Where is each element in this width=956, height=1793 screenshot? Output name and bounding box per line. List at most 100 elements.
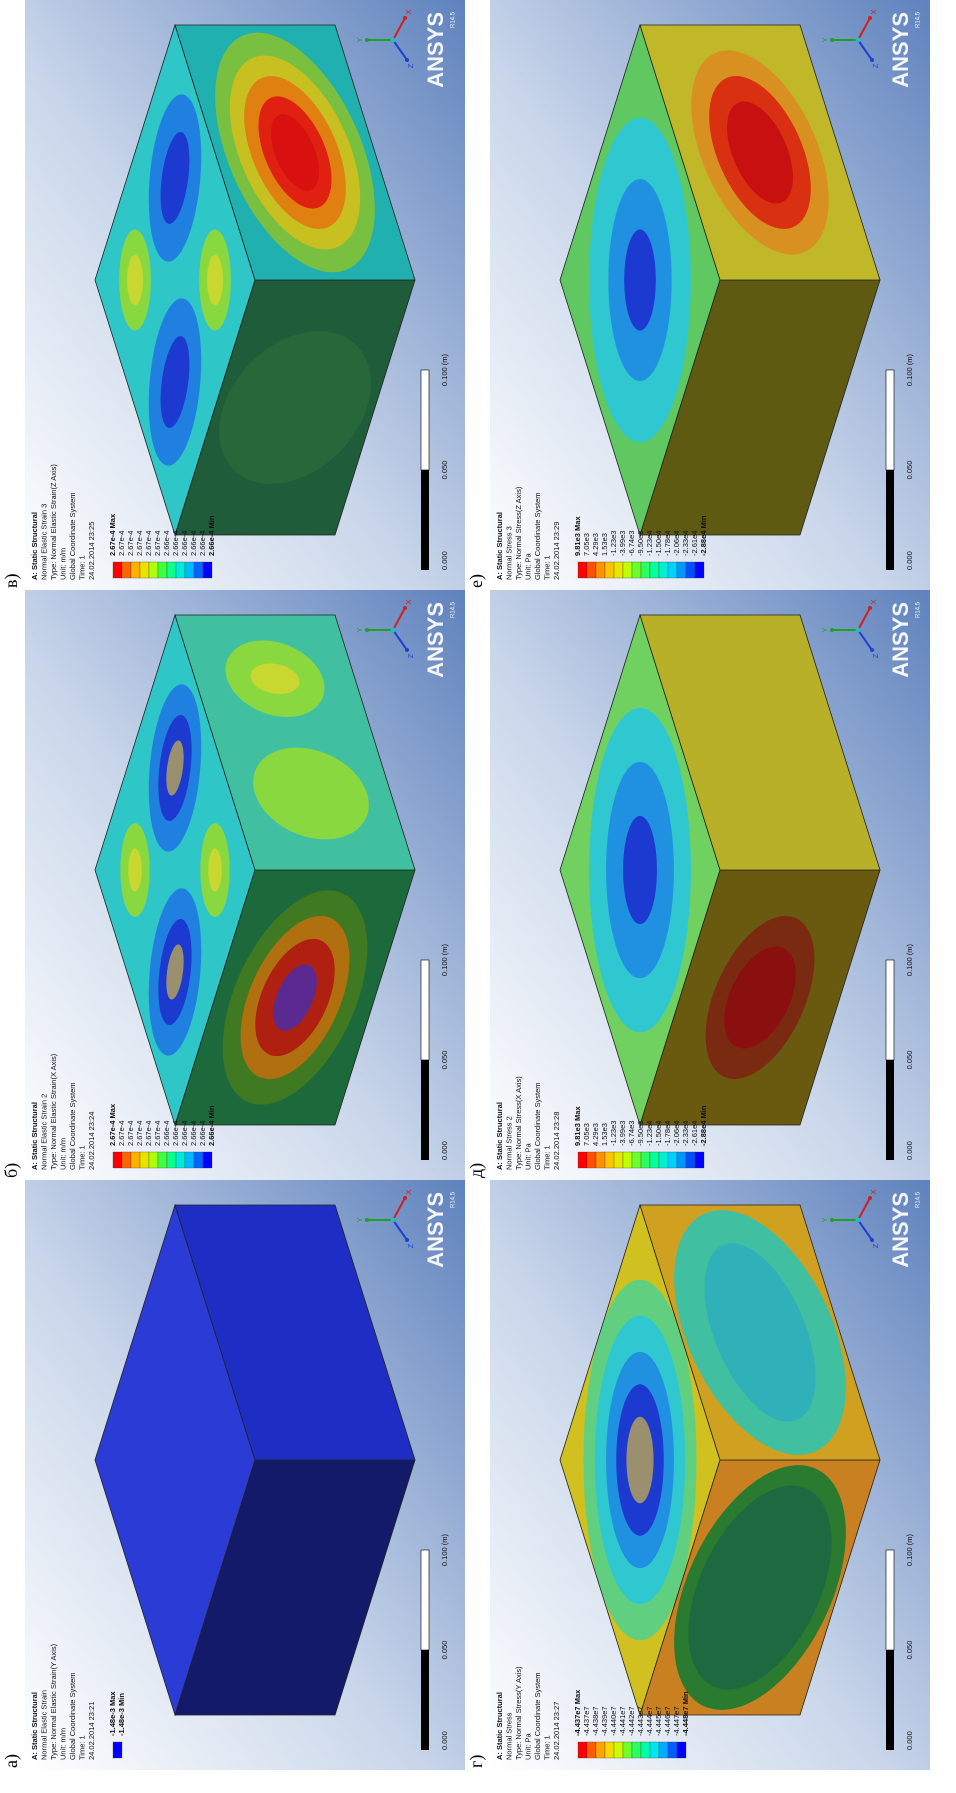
- legend-swatch: [578, 562, 587, 578]
- legend-label: -1.50e4: [654, 1121, 663, 1146]
- logo-version: R14.5: [916, 601, 922, 618]
- triad-label: Y: [820, 1217, 829, 1222]
- legend-title-line: Unit: Pa: [523, 1732, 532, 1760]
- legend-swatch: [614, 1152, 623, 1168]
- legend-label: 9.81e3 Max: [573, 1106, 582, 1146]
- legend-label: 2.67e-4: [153, 1121, 162, 1146]
- triad-origin: [856, 628, 861, 633]
- triad-tip: [403, 16, 407, 20]
- legend-label: 2.67e-4: [153, 531, 162, 556]
- panel-label: е): [466, 574, 487, 588]
- triad-tip: [868, 1196, 872, 1200]
- legend-label: -4.439e7: [600, 1706, 609, 1736]
- legend-label: 2.67e-4: [144, 531, 153, 556]
- legend-label: 7.05e3: [582, 1123, 591, 1146]
- legend-label: -2.06e4: [672, 1121, 681, 1146]
- scale-label: 0.000: [905, 551, 914, 570]
- panel-label: в): [1, 574, 22, 589]
- legend-swatch: [113, 1742, 122, 1758]
- legend-label: 7.05e3: [582, 533, 591, 556]
- panel-label: а): [1, 1754, 22, 1768]
- legend-title-line: 24.02.2014 23:29: [552, 522, 561, 580]
- legend-swatch: [194, 1152, 203, 1168]
- triad-label: X: [404, 1189, 413, 1194]
- scale-bar-white: [421, 370, 429, 470]
- legend-title-line: Time: 1: [77, 1145, 86, 1170]
- legend-label: -4.448e7 Min: [681, 1691, 690, 1736]
- legend-swatch: [185, 1152, 194, 1168]
- legend-label: -1.48e-3 Min: [117, 1693, 126, 1736]
- logo: ANSYS: [888, 1192, 913, 1268]
- triad-label: Z: [406, 63, 415, 68]
- legend-swatch: [578, 1152, 587, 1168]
- panel-label: д): [466, 1163, 487, 1178]
- legend-label: 2.67e-4: [126, 531, 135, 556]
- triad-label: Y: [355, 1217, 364, 1222]
- scale-label: 0.100 (m): [440, 1533, 449, 1566]
- legend-label: 2.66e-4 Min: [207, 515, 216, 556]
- legend-title-line: Global Coordinate System: [68, 1672, 77, 1760]
- legend-swatch: [668, 562, 677, 578]
- legend-label: 2.67e-4: [117, 531, 126, 556]
- legend-swatch: [668, 1152, 677, 1168]
- legend-label: 2.67e-4 Max: [108, 513, 117, 556]
- triad-tip: [403, 606, 407, 610]
- legend-title-line: Unit: Pa: [523, 1142, 532, 1170]
- legend-label: 2.66e-4: [162, 1121, 171, 1146]
- legend-label: 2.67e-4: [144, 1121, 153, 1146]
- logo: ANSYS: [423, 1192, 448, 1268]
- legend-title-line: 24.02.2014 23:25: [87, 522, 96, 580]
- logo-version: R14.5: [916, 1191, 922, 1208]
- legend-swatch: [578, 1742, 587, 1758]
- legend-label: 2.66e-4: [189, 1121, 198, 1146]
- legend-swatch: [605, 562, 614, 578]
- triad-label: Z: [871, 1243, 880, 1248]
- legend-swatch: [587, 1152, 596, 1168]
- triad-label: X: [869, 1189, 878, 1194]
- legend-title-line: Normal Elastic Strain 2: [39, 1094, 48, 1170]
- legend-swatch: [185, 562, 194, 578]
- scale-label: 0.000: [440, 1731, 449, 1750]
- legend-title-line: Type: Normal Elastic Strain(X Axis): [49, 1053, 58, 1170]
- legend-label: -1.78e4: [663, 1121, 672, 1146]
- triad-label: Y: [820, 627, 829, 632]
- legend-swatch: [122, 562, 131, 578]
- legend-swatch: [623, 1742, 632, 1758]
- legend-label: -9.50e3: [636, 1121, 645, 1146]
- legend-label: -4.444e7: [645, 1706, 654, 1736]
- legend-swatch: [203, 562, 212, 578]
- triad-label: Z: [406, 653, 415, 658]
- legend-swatch: [677, 1152, 686, 1168]
- legend-swatch: [632, 1152, 641, 1168]
- legend-label: 2.67e-4: [126, 1121, 135, 1146]
- legend-label: -1.23e3: [609, 1121, 618, 1146]
- triad-tip: [870, 58, 874, 62]
- legend-swatch: [194, 562, 203, 578]
- legend-swatch: [632, 562, 641, 578]
- legend-swatch: [695, 562, 704, 578]
- panel: д)A: Static StructuralNormal Stress 2Typ…: [466, 590, 930, 1180]
- legend-label: -2.06e4: [672, 531, 681, 556]
- scale-bar-black: [421, 1650, 429, 1750]
- legend-swatch: [596, 1742, 605, 1758]
- legend-label: -3.99e3: [618, 1121, 627, 1146]
- logo-version: R14.5: [451, 11, 457, 28]
- logo: ANSYS: [888, 12, 913, 88]
- legend-label: 2.66e-4: [180, 531, 189, 556]
- legend-swatch: [149, 1152, 158, 1168]
- legend-label: -6.74e3: [627, 1121, 636, 1146]
- legend-swatch: [605, 1152, 614, 1168]
- legend-label: -3.99e3: [618, 531, 627, 556]
- legend-swatch: [686, 1152, 695, 1168]
- legend-title-line: 24.02.2014 23:27: [552, 1702, 561, 1760]
- legend-label: -1.23e3: [609, 531, 618, 556]
- legend-swatch: [131, 562, 140, 578]
- legend-title-line: 24.02.2014 23:21: [87, 1702, 96, 1760]
- legend-swatch: [614, 1742, 623, 1758]
- legend-title-line: Global Coordinate System: [533, 1672, 542, 1760]
- legend-label: 2.67e-4: [117, 1121, 126, 1146]
- legend-title-line: Time: 1: [542, 555, 551, 580]
- legend-label: -1.23e4: [645, 1121, 654, 1146]
- scale-label: 0.100 (m): [905, 1533, 914, 1566]
